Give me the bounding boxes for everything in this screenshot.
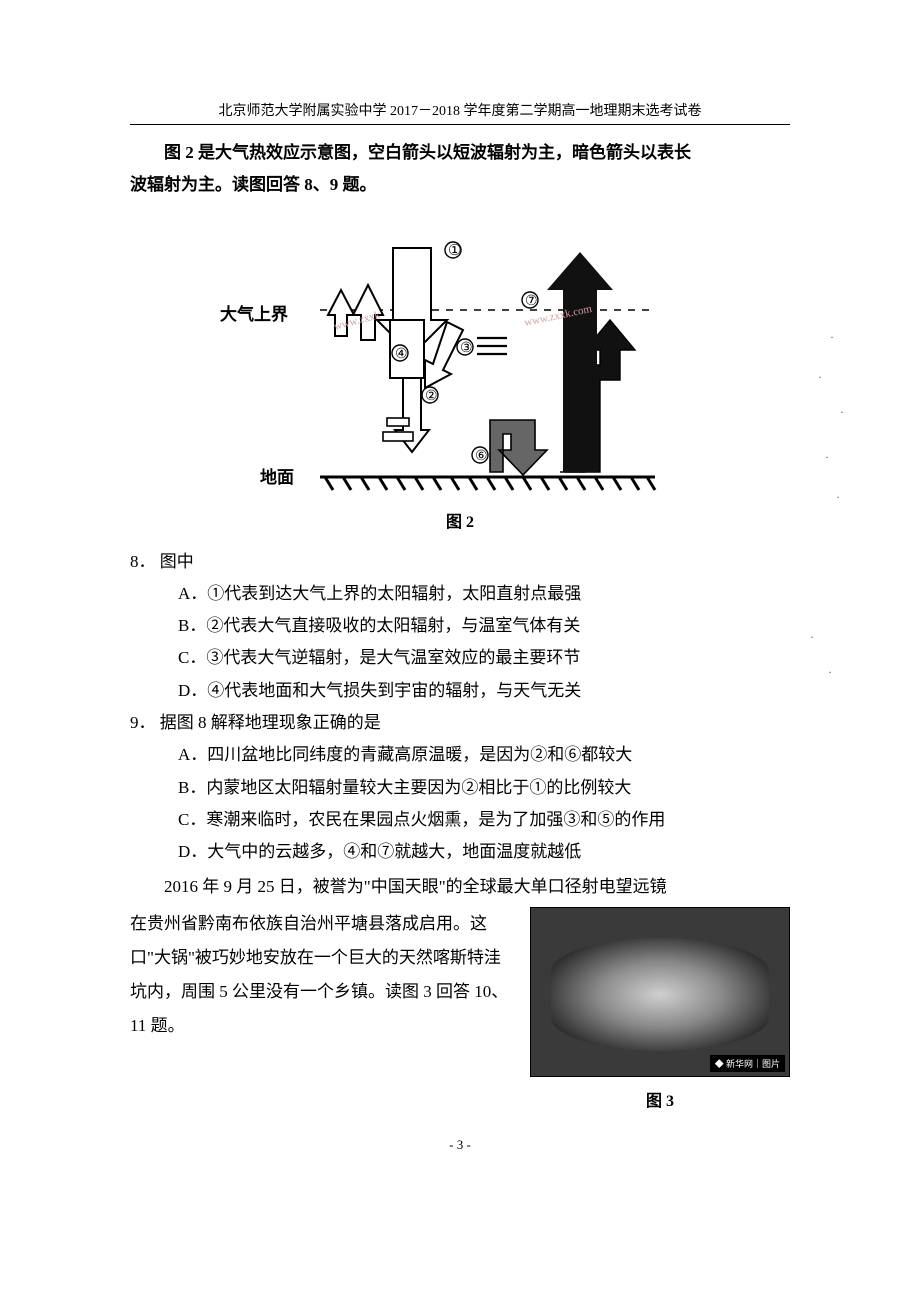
intro-line-2: 波辐射为主。读图回答 8、9 题。 — [130, 169, 790, 201]
label-atmosphere-top: 大气上界 — [220, 300, 288, 325]
question-8: 8． 图中 A．①代表到达大气上界的太阳辐射，太阳直射点最强 B．②代表大气直接… — [130, 546, 790, 707]
q9-option-a: A．四川盆地比同纬度的青藏高原温暖，是因为②和⑥都较大 — [178, 739, 790, 771]
q9-stem: 据图 8 解释地理现象正确的是 — [160, 713, 381, 732]
figure-3-wrapper: ◆ 新华网｜图片 图 3 — [530, 907, 790, 1111]
question-9: 9． 据图 8 解释地理现象正确的是 A．四川盆地比同纬度的青藏高原温暖，是因为… — [130, 707, 790, 868]
intro-line-1: 图 2 是大气热效应示意图，空白箭头以短波辐射为主，暗色箭头以表长 — [130, 137, 790, 169]
q8-option-c: C．③代表大气逆辐射，是大气温室效应的最主要环节 — [178, 642, 790, 674]
q9-number: 9． — [130, 713, 156, 732]
diagram-2-container: 大气上界 地面 — [130, 220, 790, 500]
label-ground: 地面 — [260, 463, 294, 488]
figure-3-photo: ◆ 新华网｜图片 — [530, 907, 790, 1077]
page-number: - 3 - — [130, 1137, 790, 1153]
q9-option-b: B．内蒙地区太阳辐射量较大主要因为②相比于①的比例较大 — [178, 772, 790, 804]
q8-option-a: A．①代表到达大气上界的太阳辐射，太阳直射点最强 — [178, 578, 790, 610]
figure-2-caption: 图 2 — [130, 508, 790, 532]
passage-2-intro: 2016 年 9 月 25 日，被誉为"中国天眼"的全球最大单口径射电望远镜 — [130, 871, 790, 903]
atmosphere-diagram: ① ④ ② — [225, 220, 695, 500]
photo-watermark: ◆ 新华网｜图片 — [710, 1055, 785, 1072]
q8-option-d: D．④代表地面和大气损失到宇宙的辐射，与天气无关 — [178, 675, 790, 707]
q8-stem: 图中 — [160, 552, 194, 571]
q9-option-c: C．寒潮来临时，农民在果园点火烟熏，是为了加强③和⑤的作用 — [178, 804, 790, 836]
exam-header: 北京师范大学附属实验中学 2017－2018 学年度第二学期高一地理期末选考试卷 — [130, 100, 790, 125]
arrow-6 — [490, 420, 547, 475]
q8-number: 8． — [130, 552, 156, 571]
figure-3-caption: 图 3 — [530, 1087, 790, 1111]
q8-option-b: B．②代表大气直接吸收的太阳辐射，与温室气体有关 — [178, 610, 790, 642]
passage-2-body: 在贵州省黔南布依族自治州平塘县落成启用。这口"大锅"被巧妙地安放在一个巨大的天然… — [130, 907, 512, 1111]
q9-option-d: D．大气中的云越多，④和⑦就越大，地面温度就越低 — [178, 836, 790, 868]
